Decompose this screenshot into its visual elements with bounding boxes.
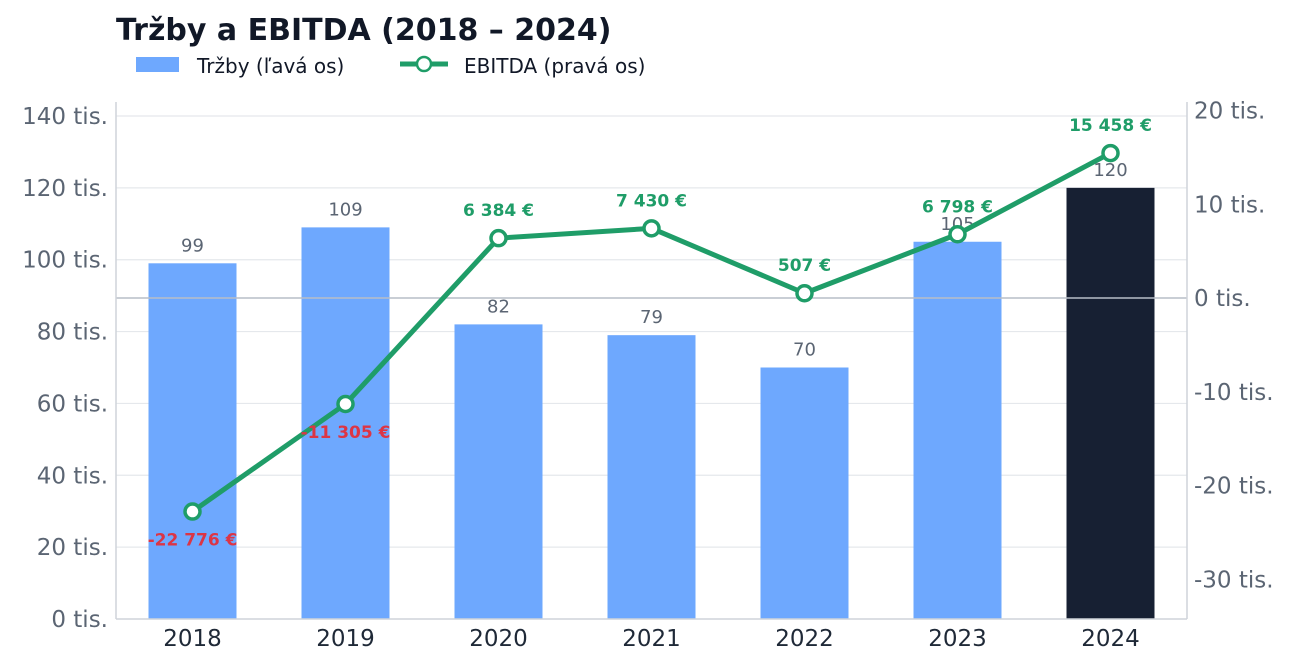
ebitda-point-label: 507 €	[778, 256, 831, 276]
ebitda-point	[336, 394, 355, 414]
x-tick-label: 2024	[1081, 626, 1140, 652]
x-tick-label: 2022	[775, 626, 834, 652]
revenue-bar-label: 99	[181, 235, 204, 256]
x-tick-label: 2019	[316, 626, 375, 652]
y-left-tick-label: 120 tis.	[22, 176, 108, 202]
y-left-tick-label: 0 tis.	[51, 607, 108, 633]
x-tick-label: 2020	[469, 626, 528, 652]
ebitda-point-label: -11 305 €	[301, 423, 391, 443]
ebitda-labels: -22 776 € -11 305 € 6 384 € 7 430 € 507 € 6 7…	[148, 116, 1152, 550]
y-right-tick-label: -10 tis.	[1194, 380, 1274, 406]
ebitda-line	[183, 143, 1120, 521]
legend-bar-swatch	[136, 57, 179, 72]
revenue-bar	[148, 263, 237, 619]
revenue-bar-label: 109	[328, 199, 362, 220]
y-left-tick-label: 80 tis.	[37, 320, 108, 346]
revenue-bar-label: 70	[793, 340, 816, 361]
ebitda-point	[948, 225, 967, 244]
legend-label-ebitda: EBITDA (pravá os)	[464, 54, 645, 78]
y-right-tick-label: 20 tis.	[1194, 99, 1265, 125]
ebitda-point	[642, 219, 661, 238]
legend: Tržby (ľavá os) EBITDA (pravá os)	[136, 54, 645, 78]
y-left-tick-label: 60 tis.	[37, 391, 108, 417]
ebitda-point	[183, 502, 202, 521]
y-right-tick-label: -30 tis.	[1194, 567, 1274, 593]
y-left-tick-label: 40 tis.	[37, 463, 108, 489]
revenue-bar-label: 82	[487, 296, 510, 317]
y-right-tick-label: -20 tis.	[1194, 474, 1274, 500]
revenue-bar	[760, 367, 849, 619]
y-left-tick-label: 140 tis.	[22, 104, 108, 130]
x-tick-label: 2021	[622, 626, 681, 652]
revenue-bar	[607, 335, 696, 619]
revenue-bar-label: 79	[640, 307, 663, 328]
legend-line-marker	[415, 55, 433, 73]
revenue-bar-label: 120	[1093, 160, 1127, 181]
revenue-bars	[148, 187, 1155, 619]
y-left-tick-label: 100 tis.	[22, 248, 108, 274]
revenue-bar	[913, 241, 1002, 619]
chart-title: Tržby a EBITDA (2018 – 2024)	[116, 13, 611, 48]
ebitda-point-label: 15 458 €	[1069, 116, 1152, 136]
ebitda-point-label: 6 798 €	[922, 197, 993, 217]
ebitda-point-label: -22 776 €	[148, 531, 238, 551]
axes: 0 tis. 20 tis. 40 tis. 60 tis. 80 tis. 100 ti…	[22, 99, 1274, 653]
ebitda-point	[1101, 143, 1120, 163]
y-left-tick-label: 20 tis.	[37, 535, 108, 561]
revenue-bar	[454, 324, 543, 619]
legend-label-revenue: Tržby (ľavá os)	[196, 54, 344, 78]
ebitda-point-label: 7 430 €	[616, 191, 687, 211]
y-right-tick-label: 0 tis.	[1194, 286, 1251, 312]
ebitda-point	[489, 228, 508, 248]
x-tick-label: 2018	[163, 626, 222, 652]
x-tick-label: 2023	[928, 626, 987, 652]
ebitda-point	[795, 283, 814, 303]
revenue-bar	[1066, 187, 1155, 619]
ebitda-point-label: 6 384 €	[463, 201, 534, 221]
y-right-tick-label: 10 tis.	[1194, 192, 1265, 218]
